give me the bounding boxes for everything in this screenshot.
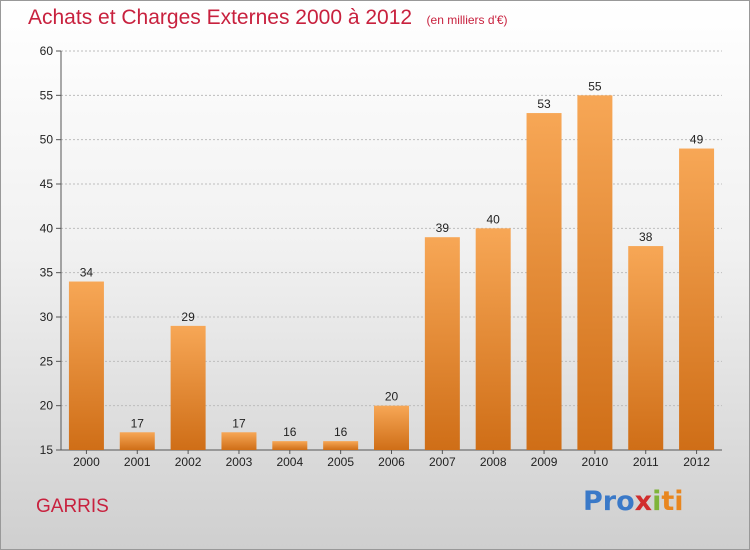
x-tick-label: 2001 [124, 455, 151, 469]
logo-part-1: Pro [583, 486, 635, 517]
x-tick-label: 2010 [582, 455, 609, 469]
data-label: 34 [80, 266, 94, 280]
bar [577, 95, 613, 450]
bar [374, 405, 409, 450]
x-tick-labels: 2000 2001 2002 2003 2004 2005 2006 2007 2008 2009… [73, 455, 710, 469]
bar [323, 441, 359, 450]
commune-name: GARRIS [36, 496, 109, 517]
x-tick-label: 2008 [480, 455, 507, 469]
x-tick-label: 2009 [531, 455, 558, 469]
y-tick-label: 55 [40, 88, 54, 102]
proxiti-logo[interactable]: Proxiti [583, 486, 684, 517]
bar [424, 237, 460, 450]
chart-title: Achats et Charges Externes 2000 à 2012 [28, 6, 413, 29]
bar [272, 441, 308, 450]
bars [68, 95, 715, 451]
data-label: 29 [181, 310, 195, 324]
y-tick-label: 20 [40, 399, 54, 413]
bar [526, 113, 562, 451]
bar [679, 148, 715, 451]
data-label: 53 [537, 97, 551, 111]
chart-title-row: Achats et Charges Externes 2000 à 2012 (… [28, 6, 508, 30]
data-label: 39 [436, 221, 450, 235]
logo-part-4: ti [661, 486, 684, 517]
data-labels: 34 17 29 17 16 16 20 39 40 53 55 38 49 [80, 79, 704, 439]
x-tick-label: 2007 [429, 455, 456, 469]
y-tick-label: 50 [40, 133, 54, 147]
x-tick-label: 2006 [378, 455, 405, 469]
y-tick-label: 60 [40, 44, 54, 58]
x-tick-label: 2002 [175, 455, 202, 469]
logo-part-3: i [652, 486, 662, 517]
y-tick-label: 25 [40, 354, 54, 368]
y-tick-label: 35 [40, 266, 54, 280]
x-tick-label: 2005 [327, 455, 354, 469]
y-tick-label: 40 [40, 221, 54, 235]
y-tick-label: 45 [40, 177, 54, 191]
x-tick-label: 2003 [226, 455, 253, 469]
data-label: 20 [385, 390, 399, 404]
data-label: 16 [283, 425, 297, 439]
data-label: 40 [487, 212, 501, 226]
logo-part-2: x [634, 486, 653, 517]
data-label: 38 [639, 230, 653, 244]
x-tick-label: 2000 [73, 455, 100, 469]
bar [628, 246, 664, 450]
y-tick-label: 30 [40, 310, 54, 324]
x-tick-label: 2004 [276, 455, 303, 469]
data-label: 55 [588, 79, 602, 93]
gridlines [56, 50, 722, 451]
bar [68, 281, 104, 450]
data-label: 16 [334, 425, 348, 439]
y-tick-labels: 15 20 25 30 35 40 45 50 55 60 [40, 44, 54, 457]
chart-unit: (en milliers d'€) [426, 13, 508, 27]
data-label: 17 [131, 416, 145, 430]
bar [119, 432, 155, 450]
bar [475, 228, 511, 450]
data-label: 49 [690, 133, 704, 147]
y-tick-label: 15 [40, 443, 54, 457]
x-tick-label: 2012 [683, 455, 710, 469]
bar [170, 325, 206, 450]
x-tick-label: 2011 [633, 455, 659, 469]
data-label: 17 [232, 416, 246, 430]
bar [221, 432, 257, 450]
